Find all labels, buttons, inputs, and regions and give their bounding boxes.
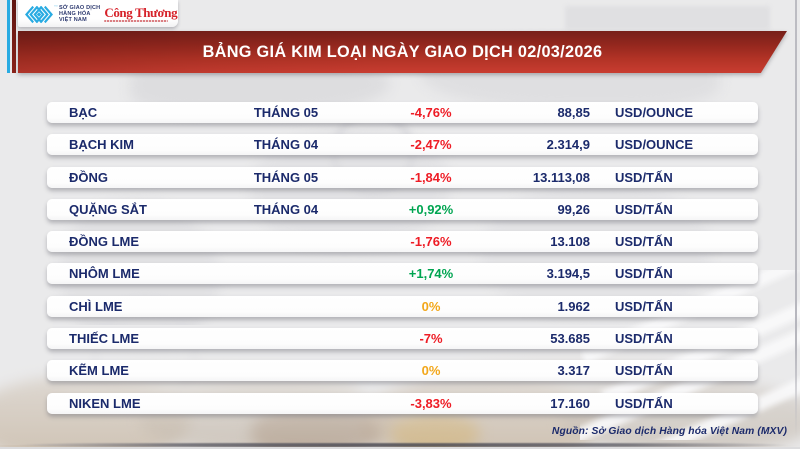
change-percent: +1,74% <box>408 266 454 282</box>
org-line: VIỆT NAM <box>59 17 87 24</box>
congthuong-tagline-bar <box>104 19 169 22</box>
price-value: 2.314,9 <box>546 137 590 153</box>
change-percent: -2,47% <box>410 137 452 153</box>
price-value: 53.685 <box>550 331 590 347</box>
bottom-shadow <box>18 443 788 447</box>
contract-month <box>236 328 336 349</box>
header-logo-box: ™ SỞ GIAO DỊCH HÀNG HÓA VIỆT NAM Công Th… <box>18 0 178 27</box>
price-unit: USD/TẤN <box>615 363 673 379</box>
title-banner-shape: BẢNG GIÁ KIM LOẠI NGÀY GIAO DỊCH 02/03/2… <box>18 31 787 73</box>
price-value: 1.962 <box>557 298 590 314</box>
contract-month <box>236 263 336 284</box>
change-percent: -1,76% <box>410 234 452 250</box>
commodity-name: NIKEN LME <box>69 395 141 411</box>
price-unit: USD/OUNCE <box>615 137 694 153</box>
table-row: NIKEN LME -3,83% 17.160 USD/TẤN <box>47 392 758 414</box>
mxv-logo-icon <box>25 5 53 23</box>
commodity-name: KẼM LME <box>69 363 129 379</box>
commodity-name: QUẶNG SẮT <box>69 201 147 217</box>
mxv-org-name: SỞ GIAO DỊCH HÀNG HÓA VIỆT NAM <box>59 5 100 24</box>
left-accent-red-stripe <box>12 0 16 73</box>
right-edge-line <box>795 0 797 438</box>
congthuong-wordmark: Công Thương <box>104 4 178 20</box>
price-unit: USD/TẤN <box>615 234 673 250</box>
commodity-name: CHÌ LME <box>69 298 123 314</box>
table-row: ĐỒNG LME -1,76% 13.108 USD/TẤN <box>47 231 758 253</box>
table-row: BẠCH KIM THÁNG 04 -2,47% 2.314,9 USD/OUN… <box>47 134 758 156</box>
title-banner: BẢNG GIÁ KIM LOẠI NGÀY GIAO DỊCH 02/03/2… <box>18 31 787 73</box>
table-row: BẠC THÁNG 05 -4,76% 88,85 USD/OUNCE <box>47 102 758 123</box>
commodity-name: ĐỒNG <box>69 169 108 185</box>
change-percent: -7% <box>419 331 443 347</box>
bottom-light-strip <box>0 447 800 449</box>
org-line: HÀNG HÓA <box>59 10 91 17</box>
table-row: NHÔM LME +1,74% 3.194,5 USD/TẤN <box>47 263 758 285</box>
trademark-mark: ™ <box>54 4 58 9</box>
congthuong-logo: Công Thương <box>104 4 178 22</box>
price-value: 3.194,5 <box>546 266 590 282</box>
price-unit: USD/TẤN <box>615 331 673 347</box>
watermark-rectangle <box>565 6 770 30</box>
commodity-name: ĐỒNG LME <box>69 234 140 250</box>
change-percent: +0,92% <box>408 201 454 217</box>
change-percent: -3,83% <box>410 395 452 411</box>
price-value: 13.108 <box>550 234 590 250</box>
contract-month <box>236 296 336 317</box>
change-percent: -4,76% <box>410 105 452 120</box>
price-unit: USD/TẤN <box>615 169 673 185</box>
price-value: 13.113,08 <box>532 169 590 185</box>
contract-month: THÁNG 04 <box>253 201 319 217</box>
change-percent: -1,84% <box>410 169 452 185</box>
price-unit: USD/TẤN <box>615 298 673 314</box>
change-percent: 0% <box>421 363 441 379</box>
price-value: 17.160 <box>550 395 590 411</box>
org-line: SỞ GIAO DỊCH <box>59 4 101 11</box>
change-percent: 0% <box>421 298 441 314</box>
price-unit: USD/OUNCE <box>615 105 694 120</box>
contract-month: THÁNG 05 <box>253 169 319 185</box>
left-accent-cyan-stripe <box>7 0 10 73</box>
table-row: QUẶNG SẮT THÁNG 04 +0,92% 99,26 USD/TẤN <box>47 198 758 220</box>
price-unit: USD/TẤN <box>615 266 673 282</box>
price-value: 88,85 <box>557 105 590 120</box>
commodity-name: BẠCH KIM <box>69 137 134 153</box>
price-table: BẠC THÁNG 05 -4,76% 88,85 USD/OUNCE BẠCH… <box>47 102 758 414</box>
contract-month <box>236 360 336 381</box>
price-value: 3.317 <box>557 363 590 379</box>
table-row: KẼM LME 0% 3.317 USD/TẤN <box>47 360 758 382</box>
contract-month: THÁNG 04 <box>253 137 319 153</box>
price-unit: USD/TẤN <box>615 395 673 411</box>
commodity-name: THIẾC LME <box>69 331 140 347</box>
page-title: BẢNG GIÁ KIM LOẠI NGÀY GIAO DỊCH 02/03/2… <box>202 42 603 61</box>
price-value: 99,26 <box>557 201 590 217</box>
commodity-name: BẠC <box>69 105 98 120</box>
price-unit: USD/TẤN <box>615 201 673 217</box>
commodity-name: NHÔM LME <box>69 266 140 282</box>
table-row: THIẾC LME -7% 53.685 USD/TẤN <box>47 328 758 350</box>
table-row: ĐỒNG THÁNG 05 -1,84% 13.113,08 USD/TẤN <box>47 166 758 188</box>
table-row: CHÌ LME 0% 1.962 USD/TẤN <box>47 295 758 317</box>
contract-month: THÁNG 05 <box>253 105 319 120</box>
source-note: Nguồn: Sở Giao dịch Hàng hóa Việt Nam (M… <box>551 426 787 437</box>
contract-month <box>236 393 336 414</box>
contract-month <box>236 231 336 252</box>
